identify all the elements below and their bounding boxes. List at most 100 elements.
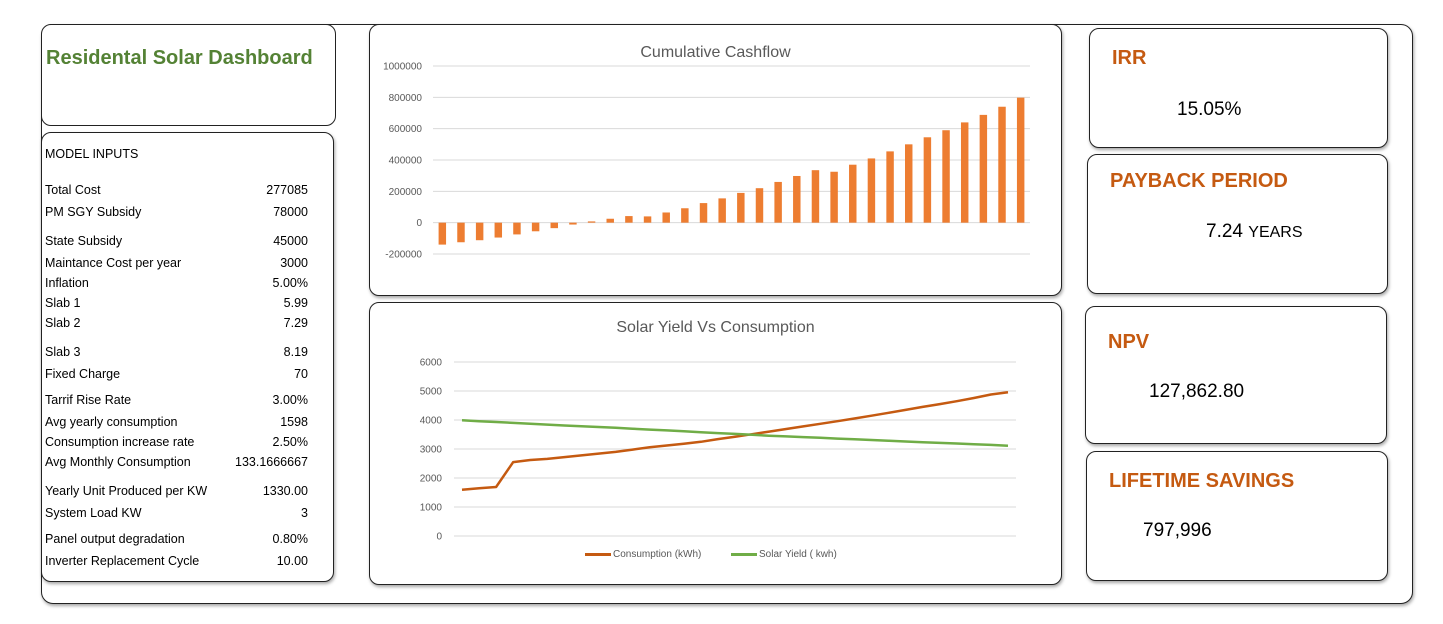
cashflow-bar	[867, 158, 876, 223]
input-row: Slab 1 5.99	[45, 296, 308, 312]
input-row: Tarrif Rise Rate 3.00%	[45, 393, 308, 409]
cashflow-bar	[513, 222, 521, 235]
model-inputs-panel: MODEL INPUTS Total Cost 277085 PM SGY Subs…	[41, 132, 334, 582]
input-row: Maintance Cost per year 3000	[45, 256, 308, 272]
input-label: Total Cost	[45, 183, 101, 197]
input-value: 78000	[273, 205, 308, 219]
cashflow-bar	[979, 114, 988, 223]
cashflow-bar	[438, 222, 447, 245]
cashflow-bar	[923, 137, 932, 223]
cashflow-bar	[587, 221, 596, 223]
cashflow-bar	[494, 222, 503, 238]
y-tick-label: -200000	[385, 250, 422, 261]
input-label: Maintance Cost per year	[45, 256, 182, 270]
payback-value-group: 7.24 YEARS	[1206, 221, 1303, 243]
input-label: Inverter Replacement Cycle	[45, 554, 200, 568]
input-label: Tarrif Rise Rate	[45, 393, 132, 407]
input-label: PM SGY Subsidy	[45, 205, 142, 219]
payback-value: 7.24	[1206, 221, 1243, 242]
input-value: 0.80%	[272, 532, 308, 546]
irr-value: 15.05%	[1177, 99, 1242, 120]
payback-unit: YEARS	[1248, 224, 1303, 241]
input-row: Inverter Replacement Cycle 10.00	[45, 554, 308, 570]
y-tick-label: 2000	[420, 474, 443, 485]
input-row: Total Cost 277085	[45, 183, 308, 199]
input-row: Panel output degradation 0.80%	[45, 532, 308, 548]
cashflow-bar	[998, 106, 1006, 223]
cashflow-chart-title: Cumulative Cashflow	[640, 44, 791, 61]
input-label: Avg yearly consumption	[45, 415, 178, 429]
legend-consumption-swatch	[585, 552, 611, 556]
irr-title: IRR	[1112, 47, 1147, 69]
payback-title: PAYBACK PERIOD	[1110, 170, 1288, 192]
y-tick-label: 200000	[389, 187, 423, 198]
cashflow-bar	[737, 192, 745, 223]
payback-card: PAYBACK PERIOD 7.24 YEARS	[1087, 154, 1388, 294]
y-tick-label: 0	[436, 532, 442, 543]
y-tick-label: 3000	[420, 445, 443, 456]
yield-plot: 0 1000 2000 3000 4000 5000 6000	[420, 358, 1016, 543]
input-label: Avg Monthly Consumption	[45, 455, 191, 469]
cashflow-bar	[643, 216, 652, 223]
input-label: Fixed Charge	[45, 367, 121, 381]
cashflow-bar	[550, 222, 558, 229]
legend-solar: Solar Yield ( kwh)	[731, 549, 837, 560]
cashflow-bar	[699, 203, 708, 223]
cashflow-bar	[830, 171, 838, 223]
yield-chart-title: Solar Yield Vs Consumption	[616, 319, 815, 336]
input-value: 133.1666667	[235, 455, 308, 469]
input-value: 1330.00	[262, 484, 308, 498]
cashflow-bar	[960, 122, 969, 223]
input-value: 45000	[273, 234, 308, 248]
input-label: Panel output degradation	[45, 532, 185, 546]
lifetime-savings-card: LIFETIME SAVINGS 797,996	[1086, 451, 1388, 581]
cashflow-bar	[905, 144, 913, 223]
cumulative-cashflow-chart: Cumulative Cashflow -200000 0 200000 400000…	[369, 24, 1062, 296]
input-value: 5.00%	[272, 276, 308, 290]
input-value: 2.50%	[272, 435, 308, 449]
input-label: State Subsidy	[45, 234, 123, 248]
legend-solar-swatch	[731, 552, 757, 556]
y-tick-label: 1000	[420, 503, 443, 514]
cashflow-bar	[531, 222, 540, 232]
y-tick-label: 1000000	[383, 62, 422, 73]
input-value: 5.99	[283, 296, 308, 310]
lifetime-savings-title: LIFETIME SAVINGS	[1109, 470, 1295, 492]
lifetime-savings-value: 797,996	[1143, 520, 1212, 541]
cashflow-bar	[569, 222, 577, 225]
input-label: Inflation	[45, 276, 89, 290]
cashflow-bar	[606, 218, 614, 223]
input-label: System Load KW	[45, 506, 142, 520]
irr-card: IRR 15.05%	[1089, 28, 1388, 148]
cashflow-bar	[774, 181, 782, 223]
input-row: PM SGY Subsidy 78000	[45, 205, 308, 221]
dashboard-title: Residental Solar Dashboard	[46, 47, 313, 69]
input-row: Avg yearly consumption 1598	[45, 415, 308, 431]
y-tick-label: 0	[416, 218, 422, 229]
y-tick-label: 800000	[389, 93, 423, 104]
input-label: Slab 3	[45, 345, 81, 359]
cashflow-bar	[681, 208, 689, 223]
cashflow-plot: -200000 0 200000 400000 600000 800000 1000000	[383, 62, 1030, 261]
y-tick-label: 600000	[389, 124, 423, 135]
input-row: Slab 2 7.29	[45, 316, 308, 332]
input-row: State Subsidy 45000	[45, 234, 308, 250]
cashflow-bar	[718, 198, 726, 223]
cashflow-bar	[849, 164, 857, 223]
solar-yield-chart: Solar Yield Vs Consumption 0 1000 2000 3000…	[369, 302, 1062, 585]
npv-title: NPV	[1108, 331, 1150, 353]
input-row: Slab 3 8.19	[45, 345, 308, 361]
consumption-line	[461, 390, 1009, 491]
title-panel: Residental Solar Dashboard	[41, 24, 336, 126]
cashflow-bar	[886, 151, 894, 223]
input-label: Yearly Unit Produced per KW	[45, 484, 208, 498]
cashflow-bar	[625, 216, 633, 223]
input-value: 7.29	[283, 316, 308, 330]
npv-card: NPV 127,862.80	[1085, 306, 1387, 444]
cashflow-bar	[793, 175, 801, 223]
solar-yield-line	[461, 419, 1009, 447]
input-row: System Load KW 3	[45, 506, 308, 522]
input-value: 3000	[280, 256, 308, 270]
cashflow-bar	[662, 212, 670, 223]
input-label: Consumption increase rate	[45, 435, 195, 449]
